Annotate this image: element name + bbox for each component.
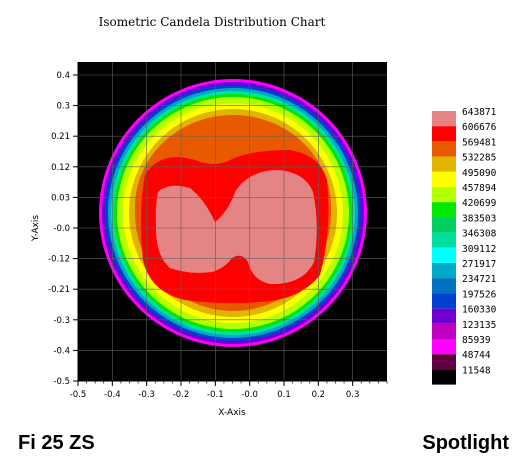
legend-value: 569481 [462, 137, 497, 148]
legend-value: 643871 [462, 107, 497, 118]
x-tick-label: -0.3 [138, 390, 155, 400]
y-tick-label: 0.21 [51, 132, 70, 142]
legend-swatch [432, 339, 456, 355]
legend-value: 420699 [462, 198, 497, 209]
y-tick-label: -0.5 [53, 377, 70, 387]
y-axis-label: Y-Axis [31, 215, 41, 242]
legend-swatch [432, 111, 456, 127]
fixture-name: Fi 25 ZS [18, 432, 95, 454]
plot-area [77, 62, 387, 382]
legend-value: 309112 [462, 244, 496, 255]
legend-value: 457894 [462, 183, 497, 194]
legend-swatch [432, 156, 456, 172]
axes: -0.5 -0.4 -0.3 -0.2 -0.1 -0.0 0.1 0.2 0.3 0.4 0.3 0… [48, 62, 388, 400]
x-tick-label: -0.1 [207, 390, 224, 400]
chart-title: Isometric Candela Distribution Chart [99, 15, 326, 29]
legend-swatch [432, 247, 456, 263]
legend-swatch [432, 187, 456, 203]
legend-swatch [432, 293, 456, 309]
x-tick-label: -0.5 [70, 390, 87, 400]
legend-value: 197526 [462, 289, 497, 300]
contour-region-peak [155, 170, 317, 285]
legend-value: 606676 [462, 122, 497, 133]
x-tick-label: 0.1 [277, 390, 291, 400]
y-tick-label: 0.12 [51, 163, 70, 173]
legend-value: 85939 [462, 335, 491, 346]
y-tick-label: 0.03 [51, 193, 70, 203]
legend-swatch [432, 126, 456, 142]
legend-value: 48744 [462, 350, 491, 361]
legend-swatch [432, 308, 456, 324]
legend-value: 495090 [462, 168, 497, 179]
x-tick-label: -0.4 [104, 390, 121, 400]
legend-swatch [432, 217, 456, 233]
x-tick-label: -0.2 [173, 390, 190, 400]
legend-value: 123135 [462, 320, 496, 331]
y-tick-label: -0.0 [53, 224, 70, 234]
legend-swatch [432, 141, 456, 157]
legend-swatch [432, 202, 456, 218]
beam-type: Spotlight [422, 432, 509, 454]
legend-value: 383503 [462, 213, 496, 224]
legend: 643871 606676 569481 532285 495090 457894 4206… [432, 107, 497, 385]
legend-value: 271917 [462, 259, 496, 270]
legend-swatch [432, 263, 456, 279]
legend-value: 234721 [462, 274, 497, 285]
y-tick-label: -0.21 [48, 285, 70, 295]
x-axis-label: X-Axis [218, 408, 246, 418]
x-tick-label: 0.3 [346, 390, 360, 400]
y-tick-label: 0.3 [56, 102, 70, 112]
legend-swatch [432, 354, 456, 370]
legend-swatch [432, 171, 456, 187]
x-tick-label: 0.2 [312, 390, 326, 400]
legend-value: 532285 [462, 153, 496, 164]
legend-swatch [432, 323, 456, 339]
legend-value: 346308 [462, 229, 497, 240]
x-tick-label: -0.0 [241, 390, 258, 400]
legend-value: 11548 [462, 365, 491, 376]
legend-swatch [432, 232, 456, 248]
legend-swatch [432, 278, 456, 294]
legend-swatch [432, 369, 456, 385]
y-tick-label: -0.3 [53, 316, 70, 326]
y-tick-label: -0.12 [48, 255, 70, 265]
y-tick-label: -0.4 [53, 346, 70, 356]
y-tick-label: 0.4 [56, 71, 70, 81]
legend-value: 160330 [462, 305, 497, 316]
